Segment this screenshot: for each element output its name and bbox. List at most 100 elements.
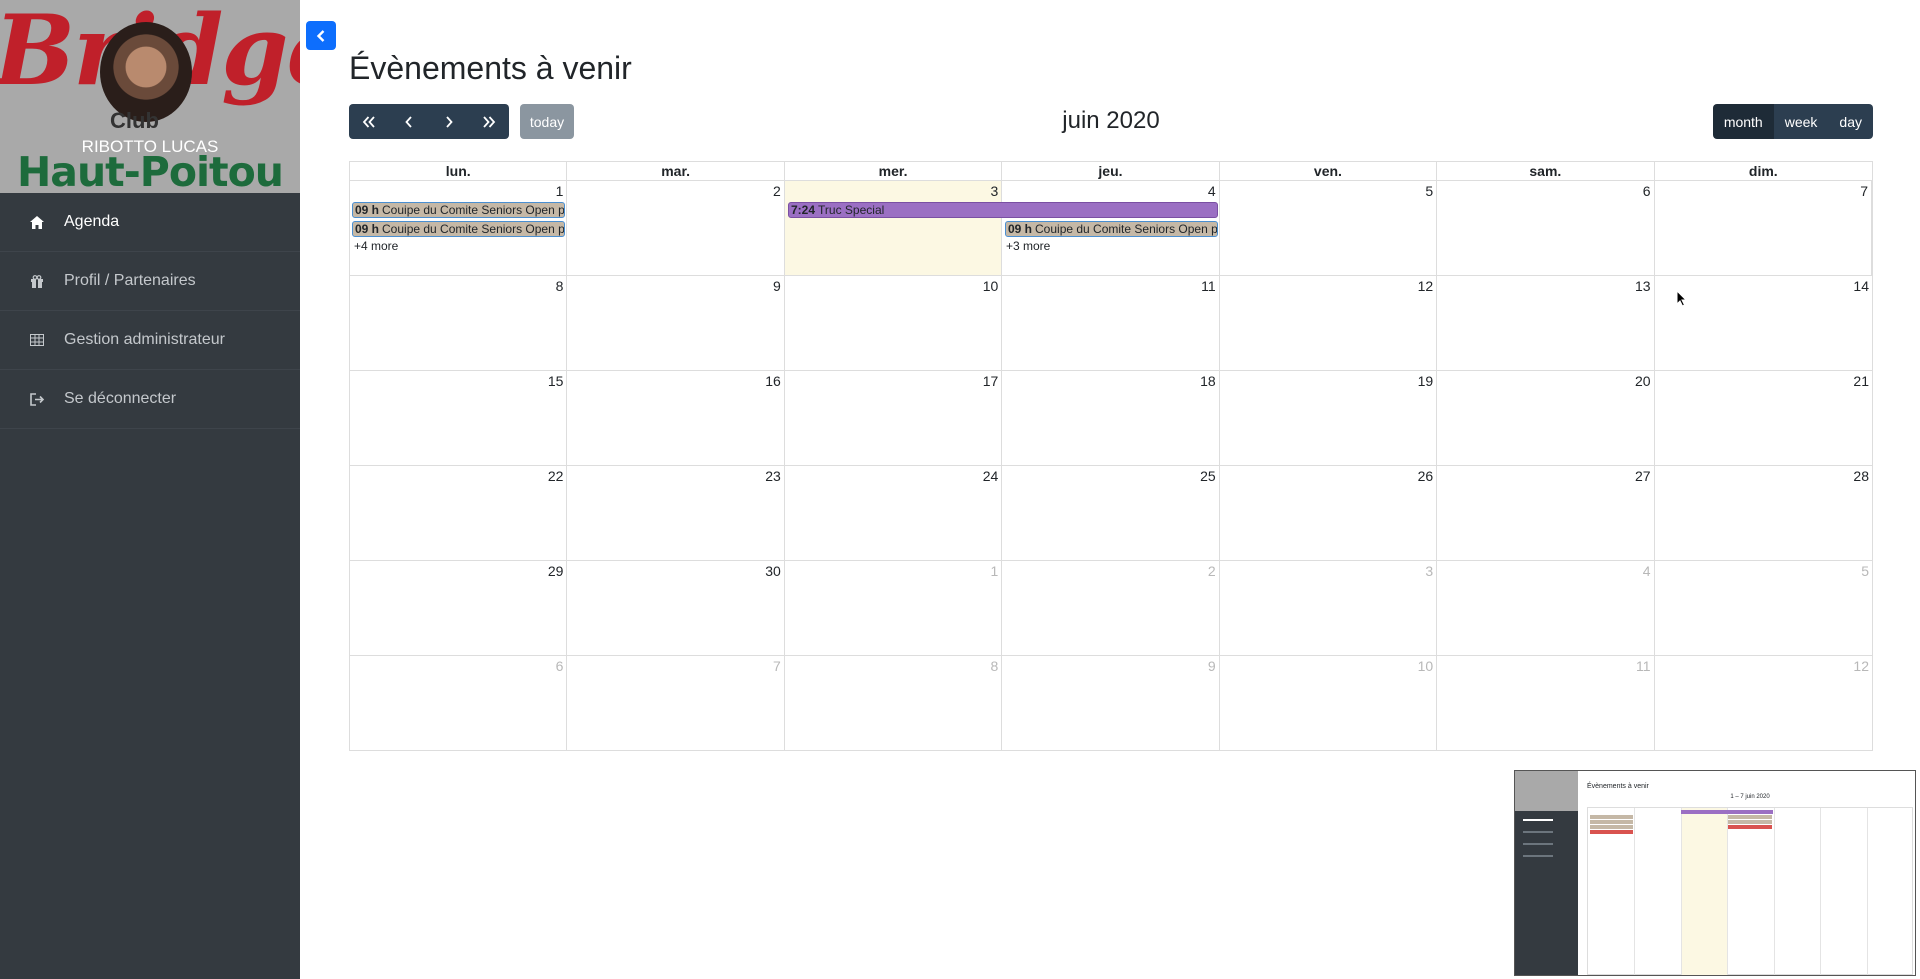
day-number: 5 bbox=[1861, 563, 1869, 579]
sidebar-item-profil-partenaires[interactable]: Profil / Partenaires bbox=[0, 252, 300, 311]
calendar-week: 29 30 1 2 3 4 5 bbox=[350, 560, 1872, 655]
day-cell[interactable]: 21 bbox=[1655, 371, 1872, 465]
preview-range: 1 – 7 juin 2020 bbox=[1730, 794, 1770, 800]
day-cell[interactable]: 2 bbox=[567, 181, 785, 275]
day-cell[interactable]: 22 bbox=[350, 466, 568, 560]
day-cell[interactable]: 13 bbox=[1437, 276, 1655, 370]
day-cell[interactable]: 9 bbox=[567, 276, 785, 370]
day-number: 26 bbox=[1417, 468, 1434, 484]
mouse-cursor-icon bbox=[1676, 290, 1687, 307]
day-cell-other-month[interactable]: 11 bbox=[1437, 656, 1655, 750]
day-cell[interactable]: 4 bbox=[1002, 181, 1220, 275]
day-cell-other-month[interactable]: 10 bbox=[1220, 656, 1438, 750]
calendar-title: juin 2020 bbox=[1062, 107, 1160, 134]
day-cell[interactable]: 11 bbox=[1002, 276, 1220, 370]
day-number: 7 bbox=[773, 658, 781, 674]
month-view-button[interactable]: month bbox=[1712, 104, 1774, 139]
day-cell-other-month[interactable]: 3 bbox=[1220, 561, 1438, 655]
day-cell[interactable]: 19 bbox=[1220, 371, 1438, 465]
sidebar-item-gestion-administrateur[interactable]: Gestion administrateur bbox=[0, 311, 300, 370]
preview-event bbox=[1590, 815, 1633, 819]
day-cell[interactable]: 26 bbox=[1220, 466, 1438, 560]
day-cell[interactable]: 28 bbox=[1655, 466, 1872, 560]
day-cell-other-month[interactable]: 6 bbox=[350, 656, 568, 750]
day-number: 6 bbox=[555, 658, 564, 674]
day-cell[interactable]: 24 bbox=[785, 466, 1003, 560]
calendar-event[interactable]: 09 h Couipe du Comite Seniors Open p bbox=[352, 221, 565, 237]
calendar-event[interactable]: 7:24 Truc Special bbox=[788, 202, 1218, 218]
day-number: 2 bbox=[773, 183, 781, 199]
calendar-event[interactable]: 09 h Couipe du Comite Seniors Open p bbox=[352, 202, 565, 218]
day-cell[interactable]: 15 bbox=[350, 371, 568, 465]
calendar-week: 1 2 3 4 5 6 7 09 h Couipe du Comite Senio… bbox=[350, 180, 1872, 275]
day-cell-other-month[interactable]: 8 bbox=[785, 656, 1003, 750]
today-button[interactable]: today bbox=[520, 104, 574, 139]
day-cell[interactable]: 7 bbox=[1655, 181, 1872, 275]
sidebar-item-label: Se déconnecter bbox=[64, 390, 177, 407]
user-name: RIBOTTO LUCAS bbox=[81, 137, 219, 156]
day-cell-other-month[interactable]: 5 bbox=[1655, 561, 1872, 655]
prev-year-button[interactable] bbox=[349, 104, 389, 139]
prev-button[interactable] bbox=[389, 104, 429, 139]
week-view-button[interactable]: week bbox=[1773, 104, 1829, 139]
chevron-left-icon bbox=[316, 29, 325, 42]
sidebar-item-agenda[interactable]: Agenda bbox=[0, 193, 300, 252]
screen-preview-thumbnail[interactable]: Évènements à venir 1 – 7 juin 2020 bbox=[1514, 770, 1916, 976]
day-cell-other-month[interactable]: 4 bbox=[1437, 561, 1655, 655]
day-cell-today[interactable]: 3 bbox=[784, 181, 1003, 275]
day-number: 13 bbox=[1634, 278, 1651, 294]
day-cell[interactable]: 5 bbox=[1220, 181, 1438, 275]
day-cell[interactable]: 23 bbox=[567, 466, 785, 560]
day-cell[interactable]: 1 bbox=[350, 181, 568, 275]
day-cell[interactable]: 12 bbox=[1220, 276, 1438, 370]
preview-event bbox=[1728, 815, 1772, 819]
day-cell[interactable]: 29 bbox=[350, 561, 568, 655]
day-number: 11 bbox=[1636, 658, 1651, 674]
preview-column-divider bbox=[1774, 808, 1775, 975]
day-cell[interactable]: 8 bbox=[350, 276, 568, 370]
preview-event bbox=[1590, 830, 1633, 834]
chevron-left-icon bbox=[405, 115, 412, 128]
day-cell[interactable]: 10 bbox=[785, 276, 1003, 370]
day-cell[interactable]: 18 bbox=[1002, 371, 1220, 465]
brand-banner: Bridge Club RIBOTTO LUCAS Haut-Poitou bbox=[0, 0, 300, 193]
next-year-button[interactable] bbox=[469, 104, 509, 139]
day-cell[interactable]: 17 bbox=[785, 371, 1003, 465]
preview-event bbox=[1728, 825, 1772, 829]
day-cell[interactable]: 6 bbox=[1437, 181, 1655, 275]
chevron-right-icon bbox=[446, 115, 453, 128]
day-cell[interactable]: 20 bbox=[1437, 371, 1655, 465]
day-cell[interactable]: 16 bbox=[567, 371, 785, 465]
day-cell[interactable]: 30 bbox=[567, 561, 785, 655]
calendar-event[interactable]: 09 h Couipe du Comite Seniors Open p bbox=[1005, 221, 1218, 237]
day-cell-other-month[interactable]: 1 bbox=[785, 561, 1003, 655]
preview-column-divider bbox=[1727, 808, 1728, 975]
calendar-week: 8 9 10 11 12 13 14 bbox=[350, 275, 1872, 370]
day-number: 12 bbox=[1853, 658, 1869, 674]
preview-column-divider bbox=[1634, 808, 1635, 975]
more-events-link[interactable]: +3 more bbox=[1006, 239, 1051, 253]
sidebar-item-label: Gestion administrateur bbox=[64, 331, 225, 348]
calendar-toolbar: juin 2020 today month week day bbox=[349, 104, 1873, 140]
double-chevron-left-icon bbox=[362, 115, 375, 128]
day-cell-other-month[interactable]: 7 bbox=[567, 656, 785, 750]
sidebar-toggle-button[interactable] bbox=[306, 21, 336, 50]
day-number: 25 bbox=[1200, 468, 1216, 484]
day-number: 14 bbox=[1853, 278, 1869, 294]
day-cell[interactable]: 25 bbox=[1002, 466, 1220, 560]
day-cell-other-month[interactable]: 2 bbox=[1002, 561, 1220, 655]
weekday-label: jeu. bbox=[1002, 162, 1220, 180]
day-cell[interactable]: 14 bbox=[1655, 276, 1872, 370]
weekday-label: mar. bbox=[567, 162, 785, 180]
more-events-link[interactable]: +4 more bbox=[354, 239, 399, 253]
preview-nav-line bbox=[1523, 843, 1553, 845]
sidebar-item-se-deconnecter[interactable]: Se déconnecter bbox=[0, 370, 300, 429]
day-cell-other-month[interactable]: 9 bbox=[1002, 656, 1220, 750]
day-number: 23 bbox=[765, 468, 781, 484]
day-cell[interactable]: 27 bbox=[1437, 466, 1655, 560]
next-button[interactable] bbox=[429, 104, 469, 139]
preview-today-column bbox=[1681, 808, 1727, 975]
day-view-button[interactable]: day bbox=[1828, 104, 1873, 139]
weekday-label: lun. bbox=[350, 162, 568, 180]
day-cell-other-month[interactable]: 12 bbox=[1655, 656, 1872, 750]
